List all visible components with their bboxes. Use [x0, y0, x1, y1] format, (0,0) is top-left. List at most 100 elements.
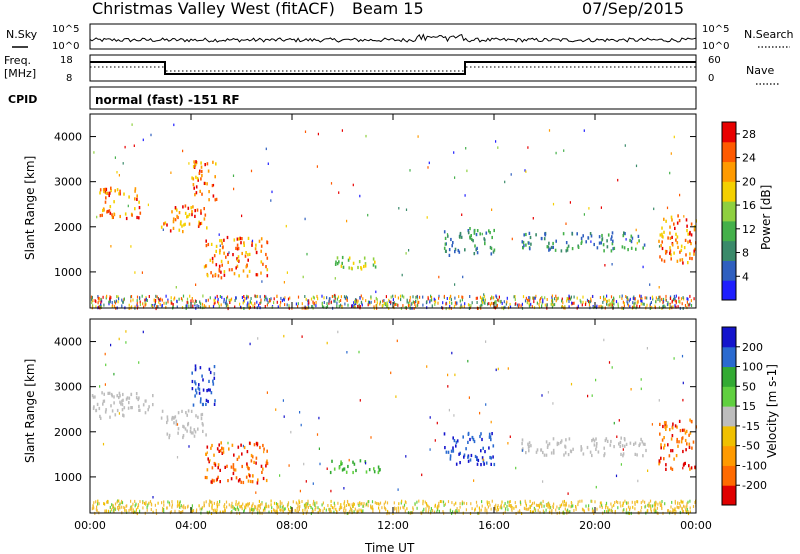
ground-band-cell: [108, 302, 110, 306]
noise-cell: [485, 340, 487, 343]
noise-cell: [405, 455, 407, 458]
noise-cell: [426, 216, 428, 219]
ground-band-cell: [280, 296, 282, 300]
ground-band-cell: [194, 299, 197, 303]
echo-cell: [483, 237, 485, 241]
ground-band-cell: [252, 508, 254, 512]
echo-cell: [460, 235, 463, 239]
ground-band-cell: [579, 499, 581, 503]
ground-band-cell: [584, 303, 587, 306]
noise-cell: [337, 330, 339, 334]
ground-band-cell: [528, 302, 530, 306]
noise-cell: [124, 145, 126, 149]
ground-band-cell: [509, 500, 511, 504]
echo-cell: [235, 266, 237, 270]
echo-cell: [552, 241, 554, 246]
echo-cell: [251, 455, 254, 459]
echo-cell: [618, 442, 620, 446]
echo-cell: [567, 453, 570, 457]
ground-band-cell: [455, 501, 457, 505]
ground-band-cell: [360, 294, 362, 298]
ground-band-cell: [384, 500, 387, 504]
ground-band-cell: [189, 294, 191, 298]
ground-band-cell: [607, 506, 609, 510]
ground-band-cell: [358, 303, 360, 307]
echo-cell: [444, 236, 447, 240]
ground-band-cell: [208, 305, 210, 309]
ground-band-cell: [258, 499, 260, 503]
ground-band-cell: [361, 502, 363, 505]
ground-band-cell: [383, 506, 386, 510]
noise-cell: [288, 464, 290, 467]
ground-band-cell: [174, 509, 176, 513]
ground-band-cell: [163, 507, 165, 511]
noise-cell: [405, 208, 408, 211]
ground-band-cell: [612, 302, 614, 306]
echo-cell: [211, 466, 214, 470]
echo-cell: [543, 237, 546, 241]
echo-cell: [136, 194, 138, 198]
noise-cell: [563, 149, 565, 152]
ground-band-cell: [228, 298, 230, 302]
ground-band-cell: [360, 502, 362, 506]
ground-band-cell: [611, 510, 613, 513]
echo-cell: [603, 249, 605, 253]
noise-cell: [390, 371, 392, 375]
ground-band-cell: [118, 504, 120, 508]
ground-band-cell: [514, 298, 516, 302]
echo-cell: [682, 463, 685, 467]
ground-band-cell: [462, 295, 464, 299]
ground-band-cell: [662, 297, 665, 301]
noise-cell: [209, 459, 211, 462]
ground-band-cell: [331, 295, 333, 298]
ground-band-cell: [441, 500, 443, 504]
echo-cell: [123, 406, 126, 410]
ground-band-cell: [494, 300, 496, 304]
ground-band-cell: [568, 305, 570, 309]
noise-cell: [99, 385, 101, 388]
ground-band-cell: [333, 299, 335, 303]
ground-band-cell: [132, 298, 134, 302]
ground-band-cell: [323, 305, 325, 309]
noise-cell: [346, 219, 348, 223]
echo-cell: [624, 438, 626, 442]
ground-band-cell: [675, 294, 677, 298]
ground-band-cell: [394, 302, 397, 306]
ground-band-cell: [596, 304, 598, 308]
echo-cell: [214, 463, 217, 467]
ground-band-cell: [461, 305, 463, 309]
echo-cell: [476, 246, 478, 250]
echo-cell: [194, 364, 197, 368]
echo-cell: [676, 221, 679, 225]
noise-cell: [398, 207, 400, 210]
ground-band-cell: [330, 300, 332, 304]
echo-cell: [210, 480, 213, 484]
echo-cell: [228, 268, 231, 272]
ground-band-cell: [279, 505, 281, 508]
ground-band-cell: [312, 301, 314, 305]
ground-band-cell: [284, 507, 286, 511]
colorbar-tick-label: 50: [742, 380, 756, 393]
echo-cell: [489, 245, 492, 250]
ground-band-cell: [359, 296, 361, 300]
echo-cell: [243, 241, 245, 245]
noise-cell: [330, 489, 332, 493]
ground-band-cell: [311, 507, 314, 511]
echo-cell: [565, 438, 567, 442]
ground-band-cell: [592, 509, 595, 513]
echo-cell: [200, 209, 202, 213]
echo-cell: [119, 394, 121, 398]
echo-cell: [111, 409, 114, 413]
xtick-label: 12:00: [377, 519, 409, 532]
ground-band-cell: [443, 503, 445, 507]
ground-band-cell: [203, 504, 205, 508]
echo-cell: [673, 251, 675, 255]
echo-cell: [136, 197, 138, 201]
ground-band-cell: [379, 501, 382, 505]
echo-cell: [591, 453, 593, 458]
ground-band-cell: [144, 301, 146, 305]
ground-band-cell: [358, 504, 360, 507]
echo-cell: [226, 464, 228, 468]
echo-cell: [139, 211, 142, 215]
ground-band-cell: [283, 508, 285, 512]
